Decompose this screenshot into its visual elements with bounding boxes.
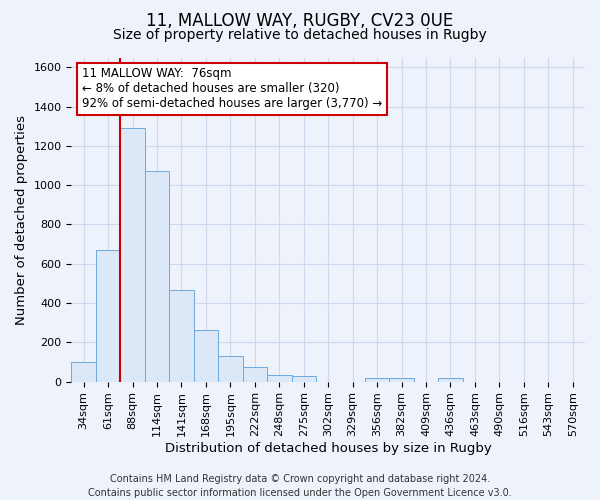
Bar <box>218 356 242 382</box>
X-axis label: Distribution of detached houses by size in Rugby: Distribution of detached houses by size … <box>165 442 491 455</box>
Bar <box>267 374 292 382</box>
Bar <box>438 378 463 382</box>
Bar <box>145 172 169 382</box>
Bar <box>292 376 316 382</box>
Text: 11, MALLOW WAY, RUGBY, CV23 0UE: 11, MALLOW WAY, RUGBY, CV23 0UE <box>146 12 454 30</box>
Bar <box>389 378 414 382</box>
Bar <box>71 362 96 382</box>
Bar <box>242 367 267 382</box>
Bar <box>121 128 145 382</box>
Y-axis label: Number of detached properties: Number of detached properties <box>15 114 28 324</box>
Bar <box>365 378 389 382</box>
Bar <box>169 290 194 382</box>
Text: Size of property relative to detached houses in Rugby: Size of property relative to detached ho… <box>113 28 487 42</box>
Text: 11 MALLOW WAY:  76sqm
← 8% of detached houses are smaller (320)
92% of semi-deta: 11 MALLOW WAY: 76sqm ← 8% of detached ho… <box>82 67 382 110</box>
Bar <box>96 250 121 382</box>
Text: Contains HM Land Registry data © Crown copyright and database right 2024.
Contai: Contains HM Land Registry data © Crown c… <box>88 474 512 498</box>
Bar <box>194 330 218 382</box>
